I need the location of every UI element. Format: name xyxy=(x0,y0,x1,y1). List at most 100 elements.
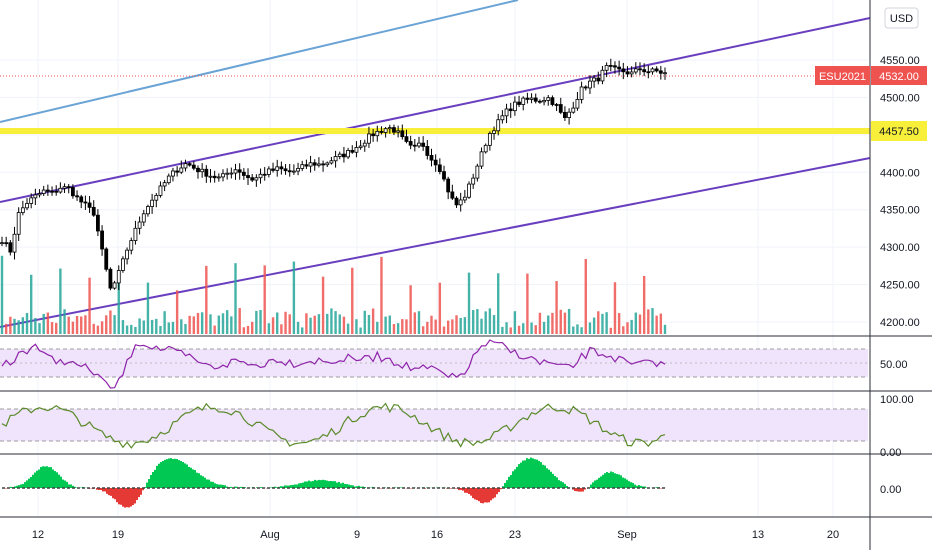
volume-bar xyxy=(250,321,254,334)
candle-body xyxy=(617,66,622,70)
time-axis[interactable]: 12 19 Aug 9 16 23 Sep 13 20 xyxy=(32,529,839,541)
volume-bar xyxy=(597,311,600,334)
volume-bar xyxy=(355,319,358,334)
candle-body xyxy=(500,115,505,121)
price-axis[interactable]: 4200.004250.004300.004350.004400.004450.… xyxy=(880,55,920,329)
horizontal-level-band[interactable] xyxy=(0,128,870,134)
volume-bar xyxy=(451,319,454,334)
osc-bar xyxy=(522,460,524,488)
candle-body xyxy=(158,185,163,196)
osc-bar xyxy=(172,458,174,488)
osc-bar xyxy=(222,484,224,488)
volume-bar xyxy=(180,319,183,334)
volume-bar xyxy=(171,321,175,334)
candle-body xyxy=(87,202,92,208)
candle-body xyxy=(133,227,138,241)
osc-bar xyxy=(508,476,510,488)
volume-bar xyxy=(113,315,116,334)
osc-bar xyxy=(28,478,30,488)
osc-bar xyxy=(494,488,496,498)
volume-bar xyxy=(467,272,471,334)
osc-bar xyxy=(502,486,504,488)
osc-bar xyxy=(70,484,72,488)
osc-bar xyxy=(464,488,466,493)
candle-body xyxy=(62,186,67,189)
osc-bar xyxy=(540,462,542,488)
volume-bar xyxy=(655,315,658,334)
candle-body xyxy=(108,268,113,289)
osc-bar xyxy=(186,464,188,488)
candle-body xyxy=(496,119,501,132)
osc-bar xyxy=(500,488,502,490)
osc-bar xyxy=(320,480,322,488)
candle-body xyxy=(475,165,480,179)
volume-bar xyxy=(296,321,300,334)
volume-bar xyxy=(388,315,391,334)
candle-body xyxy=(483,144,488,153)
osc-bar xyxy=(214,483,216,488)
volume-bar xyxy=(576,324,579,334)
volume-bar xyxy=(401,319,404,334)
time-tick-label: 13 xyxy=(752,529,764,541)
stoch-top-label: 100.00 xyxy=(880,394,914,406)
candle-body xyxy=(538,100,542,103)
candle-body xyxy=(588,80,592,89)
volume-bar xyxy=(63,309,66,334)
volume-bar xyxy=(259,310,262,334)
osc-bar xyxy=(260,487,262,488)
osc-bar xyxy=(360,486,362,488)
candle-body xyxy=(275,166,280,171)
candle-body xyxy=(379,130,384,133)
osc-bar xyxy=(110,488,112,496)
candle-body xyxy=(141,213,146,223)
osc-bar xyxy=(556,477,558,488)
candle-body xyxy=(354,147,359,153)
currency-badge[interactable]: USD xyxy=(884,7,919,29)
rsi-band xyxy=(0,349,868,377)
candle-body xyxy=(0,242,4,245)
channel-upper-line[interactable] xyxy=(0,17,871,203)
osc-bar xyxy=(636,485,638,488)
volume-bar xyxy=(55,322,58,334)
osc-bar xyxy=(312,480,314,488)
osc-bar xyxy=(612,472,614,488)
stoch-bottom-label: 0.00 xyxy=(880,447,901,459)
time-tick-label: 9 xyxy=(354,529,360,541)
candle-body xyxy=(212,175,217,179)
osc-bar xyxy=(598,477,600,488)
candle-body xyxy=(304,164,309,167)
candle-body xyxy=(367,133,371,144)
candle-body xyxy=(362,142,367,147)
upper-trendline[interactable] xyxy=(0,0,519,123)
volume-bar xyxy=(659,313,663,334)
osc-bar xyxy=(490,488,492,501)
volume-bar xyxy=(371,308,375,334)
last-price-label: 4532.00 xyxy=(879,71,919,83)
volume-bar xyxy=(34,318,37,334)
volume-bar xyxy=(592,317,596,334)
channel-lower-line[interactable] xyxy=(0,157,871,328)
candle-body xyxy=(433,159,438,166)
volume-bar xyxy=(84,315,87,334)
volume-bar xyxy=(13,318,16,334)
candle-body xyxy=(271,168,275,171)
candle-body xyxy=(196,167,200,173)
candle-body xyxy=(41,189,46,194)
volume-bar xyxy=(463,317,467,334)
volume-bar xyxy=(284,311,287,334)
volume-bar xyxy=(409,285,412,334)
osc-bar xyxy=(158,463,160,488)
osc-bar xyxy=(338,481,340,488)
volume-bar xyxy=(200,312,204,334)
volume-bar xyxy=(96,325,100,334)
osc-bar xyxy=(240,486,242,488)
candle-body xyxy=(300,164,305,169)
osc-bar xyxy=(472,488,474,499)
candle-body xyxy=(112,282,117,289)
osc-bar xyxy=(22,483,24,488)
volume-bar xyxy=(188,315,191,334)
osc-bar xyxy=(20,484,22,488)
stochastic-line xyxy=(1,402,666,449)
volume-bar xyxy=(563,312,567,334)
